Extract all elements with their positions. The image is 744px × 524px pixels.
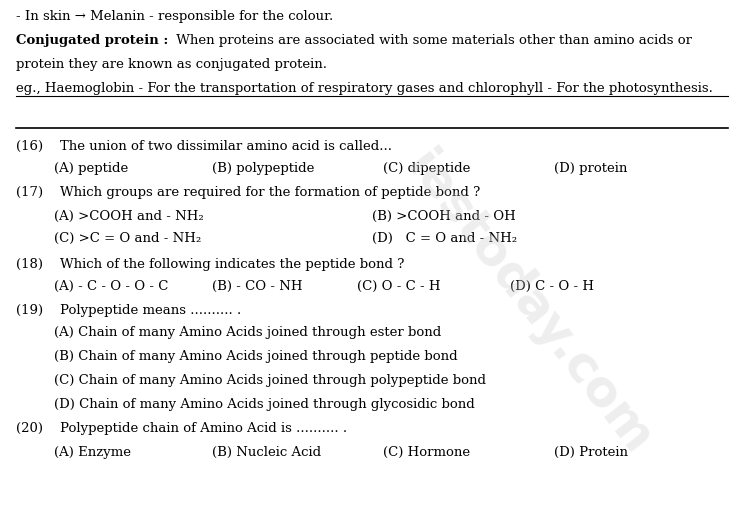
Text: (A) Enzyme: (A) Enzyme [54,446,130,459]
Text: (19): (19) [16,304,43,317]
Text: (18): (18) [16,258,43,271]
Text: (C) >C = O and - NH₂: (C) >C = O and - NH₂ [54,232,201,245]
Text: (B) Nucleic Acid: (B) Nucleic Acid [212,446,321,459]
Text: eg., Haemoglobin - For the transportation of respiratory gases and chlorophyll -: eg., Haemoglobin - For the transportatio… [16,82,713,95]
Text: (B) - CO - NH: (B) - CO - NH [212,280,303,293]
Text: Which groups are required for the formation of peptide bond ?: Which groups are required for the format… [60,186,481,199]
Text: Polypeptide chain of Amino Acid is .......... .: Polypeptide chain of Amino Acid is .....… [60,422,347,435]
Text: (17): (17) [16,186,43,199]
Text: (D)   C = O and - NH₂: (D) C = O and - NH₂ [372,232,517,245]
Text: Conjugated protein :: Conjugated protein : [16,34,169,47]
Text: (C) Chain of many Amino Acids joined through polypeptide bond: (C) Chain of many Amino Acids joined thr… [54,374,486,387]
Text: (D) Protein: (D) Protein [554,446,628,459]
Text: The union of two dissimilar amino acid is called...: The union of two dissimilar amino acid i… [60,140,392,153]
Text: (A) peptide: (A) peptide [54,162,128,175]
Text: (B) >COOH and - OH: (B) >COOH and - OH [372,210,516,223]
Text: - In skin → Melanin - responsible for the colour.: - In skin → Melanin - responsible for th… [16,10,333,23]
Text: (A) Chain of many Amino Acids joined through ester bond: (A) Chain of many Amino Acids joined thr… [54,326,440,339]
Text: Polypeptide means .......... .: Polypeptide means .......... . [60,304,242,317]
Text: (20): (20) [16,422,43,435]
Text: (D) C - O - H: (D) C - O - H [510,280,594,293]
Text: When proteins are associated with some materials other than amino acids or: When proteins are associated with some m… [173,34,693,47]
Text: protein they are known as conjugated protein.: protein they are known as conjugated pro… [16,58,327,71]
Text: iestoday.com: iestoday.com [395,143,661,465]
Text: Which of the following indicates the peptide bond ?: Which of the following indicates the pep… [60,258,405,271]
Text: (B) Chain of many Amino Acids joined through peptide bond: (B) Chain of many Amino Acids joined thr… [54,350,458,363]
Text: (C) dipeptide: (C) dipeptide [383,162,470,175]
Text: (D) protein: (D) protein [554,162,628,175]
Text: (A) >COOH and - NH₂: (A) >COOH and - NH₂ [54,210,203,223]
Text: (A) - C - O - O - C: (A) - C - O - O - C [54,280,168,293]
Text: (16): (16) [16,140,43,153]
Text: (C) Hormone: (C) Hormone [383,446,470,459]
Text: (C) O - C - H: (C) O - C - H [357,280,440,293]
Text: (B) polypeptide: (B) polypeptide [212,162,315,175]
Text: (D) Chain of many Amino Acids joined through glycosidic bond: (D) Chain of many Amino Acids joined thr… [54,398,475,411]
